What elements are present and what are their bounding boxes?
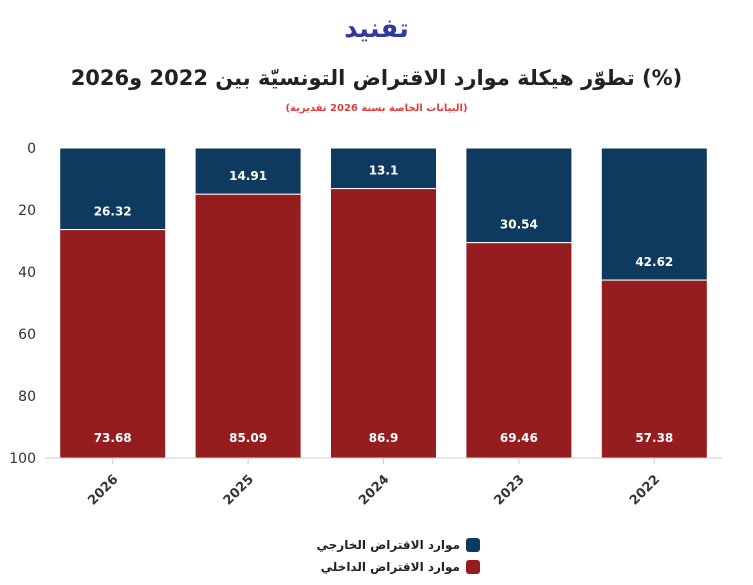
bar-external — [465, 147, 573, 244]
y-tick-label: 0 — [27, 141, 36, 157]
y-tick-label: 100 — [9, 451, 36, 467]
chart-subtitle: (البيانات الخاصة بسنة 2026 تقديرية) — [285, 103, 468, 114]
legend-label-domestic: موارد الاقتراض الداخلي — [320, 560, 460, 574]
chart-title: تطوّر هيكلة موارد الاقتراض التونسيّة بين… — [70, 66, 683, 90]
y-tick-label: 20 — [18, 203, 36, 219]
data-label-external: 26.32 — [94, 205, 132, 219]
bar-external — [330, 147, 437, 190]
chart-legend: موارد الاقتراض الخارجي موارد الاقتراض ال… — [300, 534, 480, 578]
x-tick-label: 2025 — [221, 472, 257, 508]
bar-domestic — [194, 193, 302, 459]
brand-logo: تفنيد — [344, 14, 409, 44]
data-label-external: 14.91 — [229, 169, 267, 183]
data-label-external: 30.54 — [500, 218, 538, 232]
bar-external — [59, 147, 167, 231]
legend-swatch-domestic — [466, 560, 480, 574]
y-tick-label: 60 — [18, 327, 36, 343]
data-label-domestic: 73.68 — [94, 431, 132, 445]
bar-domestic — [465, 242, 573, 459]
y-tick-label: 80 — [18, 389, 36, 405]
legend-item-external: موارد الاقتراض الخارجي — [300, 534, 480, 556]
y-tick-label: 40 — [18, 265, 36, 281]
bar-external — [194, 147, 302, 195]
data-label-domestic: 86.9 — [369, 431, 399, 445]
x-tick-label: 2024 — [356, 472, 392, 508]
bar-domestic — [330, 188, 437, 459]
legend-label-external: موارد الاقتراض الخارجي — [316, 538, 460, 552]
bar-domestic — [600, 279, 708, 459]
data-label-domestic: 69.46 — [500, 431, 538, 445]
bar-external — [600, 147, 708, 281]
legend-item-domestic: موارد الاقتراض الداخلي — [300, 556, 480, 578]
data-label-domestic: 85.09 — [229, 431, 267, 445]
x-tick-label: 2026 — [85, 472, 121, 508]
data-label-external: 13.1 — [369, 164, 399, 178]
legend-swatch-external — [466, 538, 480, 552]
x-tick-label: 2023 — [492, 472, 528, 508]
data-label-external: 42.62 — [635, 255, 673, 269]
data-label-domestic: 57.38 — [635, 431, 673, 445]
bar-domestic — [59, 229, 167, 459]
x-tick-label: 2022 — [627, 472, 663, 508]
